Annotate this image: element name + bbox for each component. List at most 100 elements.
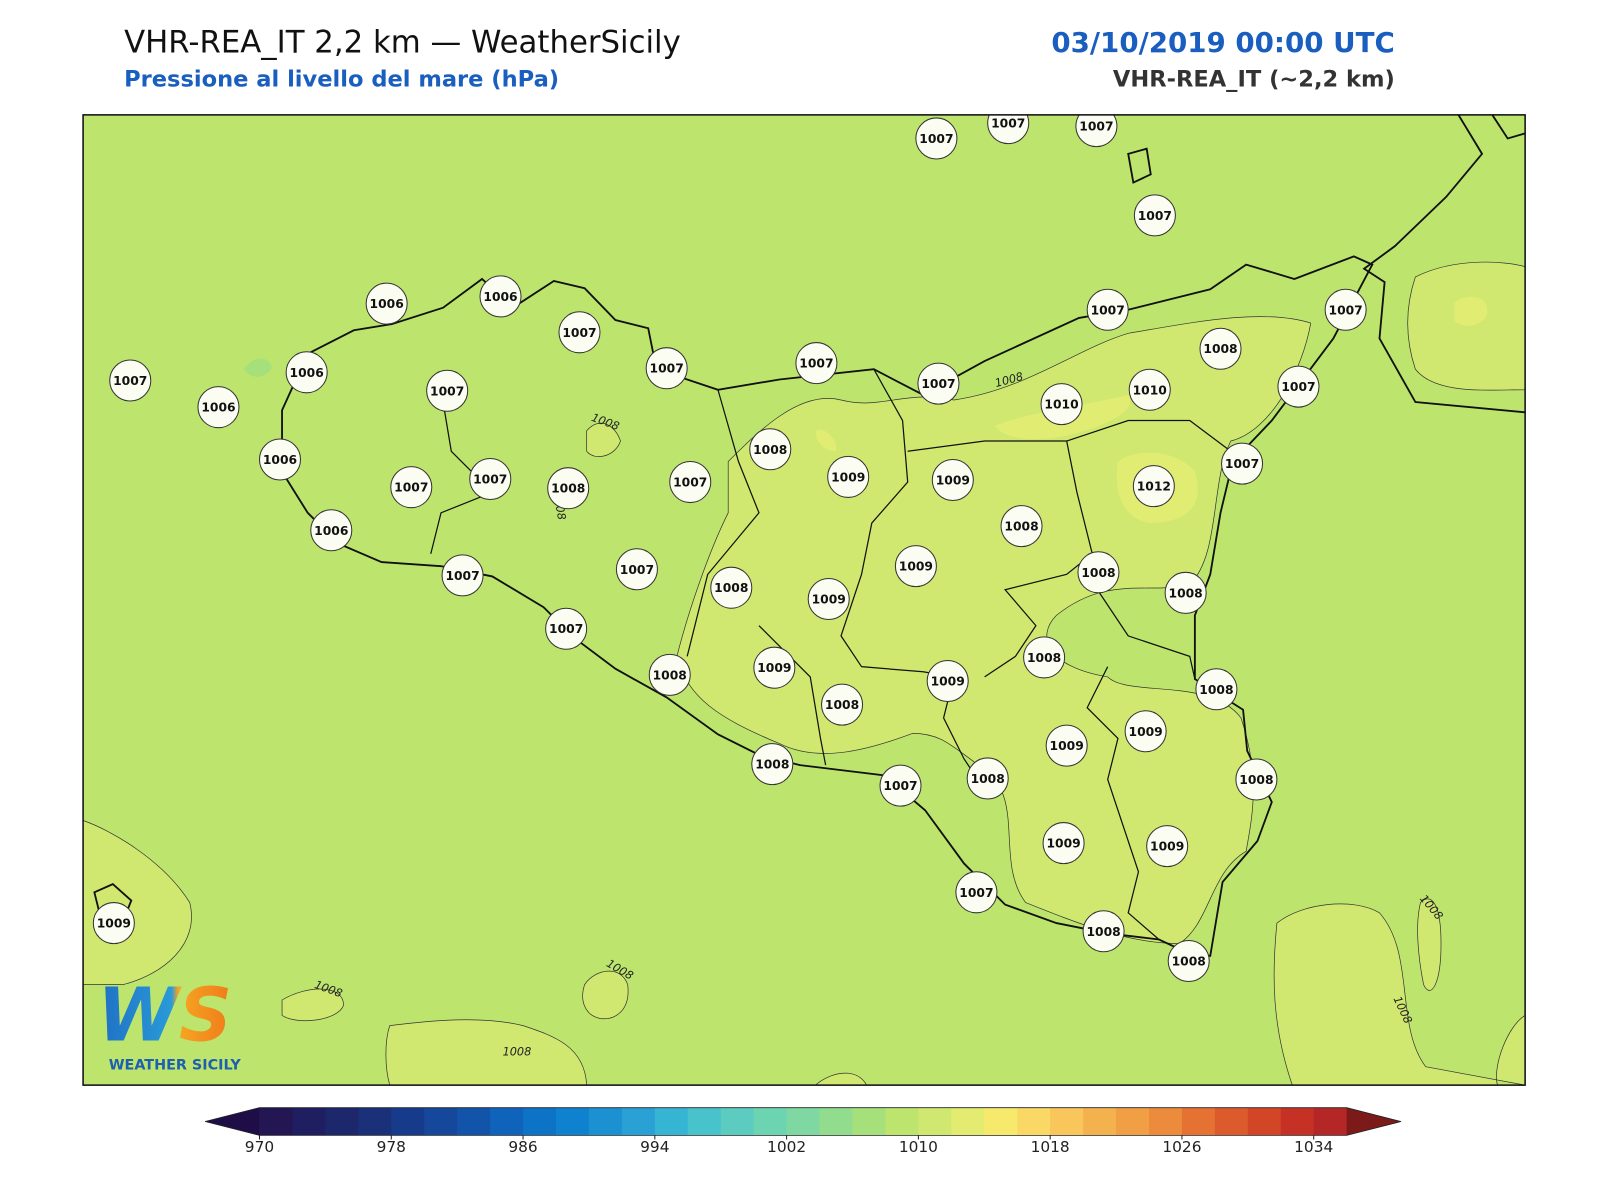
colorbar-segment — [1313, 1107, 1348, 1136]
station-marker — [1132, 465, 1175, 508]
colorbar-segment — [1148, 1107, 1183, 1136]
station-marker — [1324, 288, 1367, 331]
station-marker — [390, 466, 433, 509]
colorbar-segment — [621, 1107, 656, 1136]
station-value: 1007 — [549, 622, 583, 636]
colorbar-segment — [819, 1107, 854, 1136]
station-marker — [915, 117, 958, 160]
station-value: 1007 — [620, 563, 654, 577]
station-marker — [258, 438, 302, 481]
station-value: 1009 — [1150, 840, 1184, 854]
colorbar-over — [1346, 1107, 1402, 1136]
contour-label: 1008 — [503, 1045, 532, 1058]
station-value: 1008 — [1081, 566, 1115, 580]
station-marker — [1146, 825, 1189, 868]
station-marker — [285, 351, 328, 394]
station-value: 1009 — [1046, 837, 1080, 851]
station-value: 1008 — [1203, 342, 1237, 356]
station-value: 1006 — [370, 297, 404, 311]
station-value: 1007 — [445, 569, 479, 583]
colorbar-segment — [885, 1107, 919, 1136]
colorbar-segment — [720, 1107, 755, 1136]
station-marker — [197, 386, 240, 429]
station-marker — [365, 282, 408, 325]
colorbar-tick-label: 978 — [377, 1138, 406, 1156]
stations: 1007 1007 1007 1007 1006 1006 1007 1007 1006 1007… — [92, 114, 1367, 983]
station-marker — [931, 458, 974, 502]
low-region — [244, 358, 272, 377]
station-value: 1007 — [113, 374, 147, 388]
station-value: 1007 — [919, 132, 953, 146]
station-marker — [615, 548, 658, 591]
station-value: 1007 — [394, 481, 428, 495]
station-marker — [1045, 724, 1088, 767]
station-marker — [1082, 910, 1125, 953]
colorbar-segment — [1083, 1107, 1117, 1136]
station-marker — [749, 428, 792, 471]
station-value: 1007 — [883, 779, 917, 793]
station-value: 1007 — [1225, 457, 1259, 471]
station-value: 1008 — [1027, 651, 1061, 665]
logo: WS WEATHER SICILY — [97, 973, 241, 1074]
colorbar-tick-label: 1026 — [1162, 1138, 1201, 1156]
station-value: 1007 — [562, 326, 596, 340]
colorbar-segment — [358, 1107, 392, 1136]
colorbar-segment — [457, 1107, 491, 1136]
station-value: 1009 — [931, 675, 965, 689]
station-value: 1009 — [899, 560, 933, 574]
colorbar-segment — [588, 1107, 623, 1136]
station-marker — [894, 545, 937, 588]
station-value: 1009 — [812, 593, 846, 607]
station-marker — [795, 342, 838, 385]
station-marker — [879, 764, 922, 807]
colorbar-segment — [918, 1107, 952, 1136]
colorbar-segment — [1214, 1107, 1249, 1136]
colorbar-segment — [1247, 1107, 1282, 1136]
station-value: 1007 — [959, 886, 993, 900]
station-marker — [1124, 710, 1167, 753]
station-value: 1010 — [1133, 383, 1167, 397]
station-marker — [648, 653, 691, 696]
station-marker — [955, 871, 998, 914]
station-value: 1008 — [1004, 520, 1038, 534]
station-marker — [558, 311, 601, 354]
station-value: 1009 — [757, 661, 791, 675]
station-value: 1007 — [1079, 120, 1113, 134]
station-value: 1009 — [831, 470, 865, 484]
colorbar-tick-label: 986 — [508, 1138, 537, 1156]
station-marker — [751, 743, 794, 786]
colorbar-segment — [654, 1107, 689, 1136]
station-marker — [310, 509, 353, 552]
colorbar-segment — [984, 1107, 1018, 1136]
coastlines — [93, 114, 1526, 957]
station-value: 1007 — [1138, 209, 1172, 223]
station-value: 1007 — [430, 384, 464, 398]
station-marker — [645, 347, 688, 390]
station-marker — [92, 902, 135, 945]
colorbar-segment — [424, 1107, 458, 1136]
station-marker — [1235, 758, 1278, 801]
station-marker — [710, 566, 753, 609]
colorbar-segment — [1050, 1107, 1084, 1136]
colorbar-segment — [753, 1107, 788, 1136]
station-value: 1009 — [97, 917, 131, 931]
station-value: 1007 — [921, 377, 955, 391]
colorbar-segment — [1116, 1107, 1150, 1136]
station-marker — [1164, 571, 1207, 614]
colorbar-tick-label: 1002 — [767, 1138, 806, 1156]
station-value: 1008 — [825, 698, 859, 712]
colorbar-segment — [490, 1107, 524, 1136]
station-marker — [1040, 383, 1083, 426]
station-marker — [1075, 114, 1118, 148]
station-marker — [926, 660, 969, 703]
colorbar-tick-label: 1034 — [1294, 1138, 1333, 1156]
colorbar-segment — [786, 1107, 821, 1136]
station-value: 1006 — [483, 290, 517, 304]
colorbar-tick-label: 1010 — [899, 1138, 938, 1156]
station-marker — [669, 461, 712, 504]
station-marker — [1195, 668, 1238, 711]
station-value: 1008 — [1199, 683, 1233, 697]
station-marker — [1000, 505, 1043, 548]
title: VHR-REA_IT 2,2 km — WeatherSicily — [124, 25, 681, 61]
